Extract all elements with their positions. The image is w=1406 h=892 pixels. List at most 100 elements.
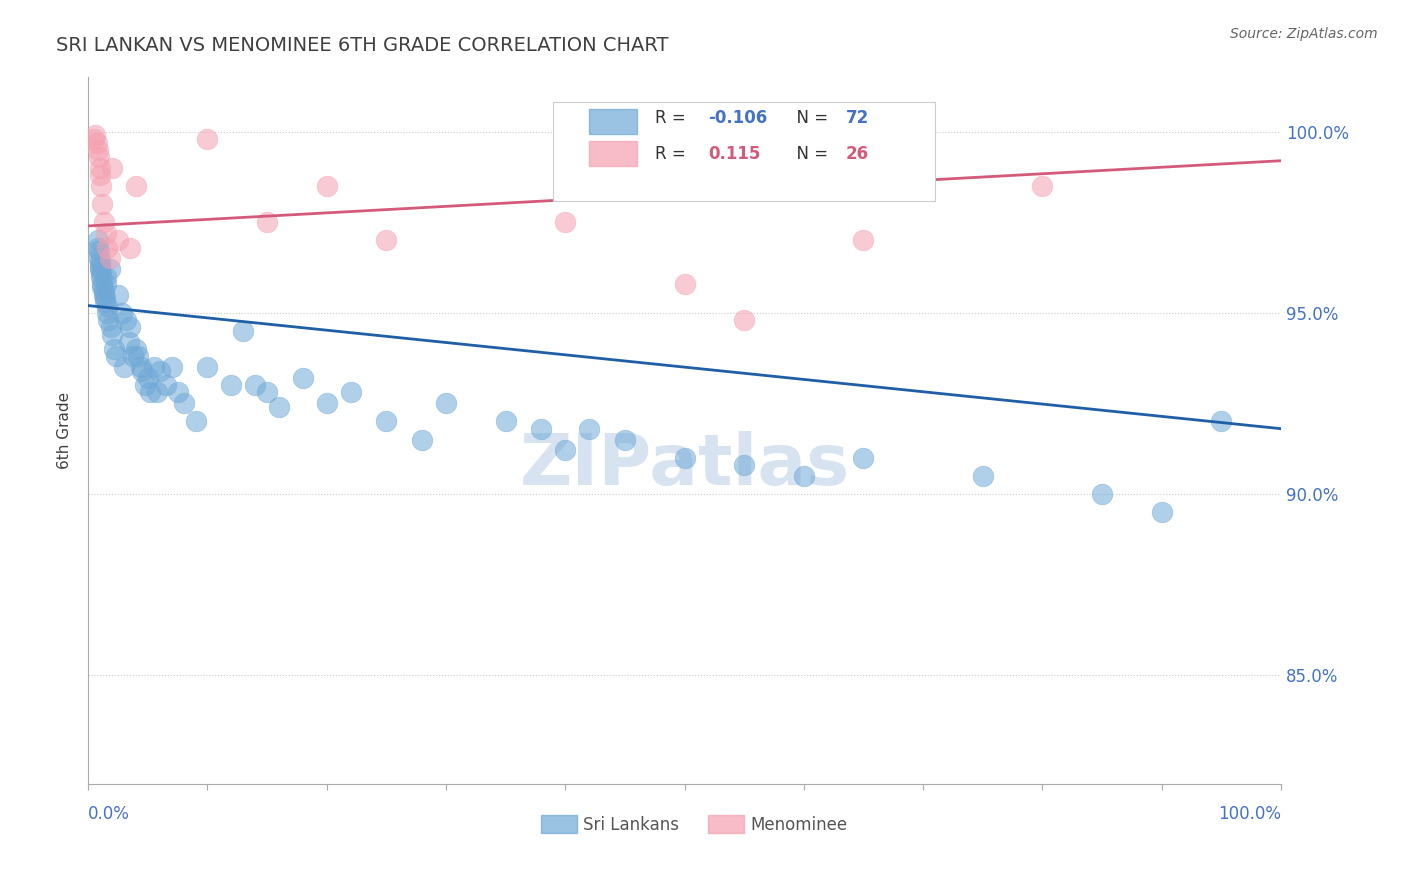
Text: 100.0%: 100.0%	[1218, 805, 1281, 823]
Point	[733, 458, 755, 472]
Point	[125, 179, 148, 194]
Point	[100, 320, 122, 334]
Point	[90, 179, 112, 194]
Point	[267, 400, 290, 414]
Point	[495, 414, 517, 428]
Point	[118, 320, 141, 334]
Point	[578, 422, 600, 436]
Point	[93, 287, 115, 301]
Text: N =: N =	[786, 110, 834, 128]
Point	[118, 334, 141, 349]
Point	[101, 161, 124, 175]
Point	[107, 233, 129, 247]
Point	[149, 364, 172, 378]
Text: Sri Lankans: Sri Lankans	[583, 815, 679, 833]
Point	[554, 215, 576, 229]
Point	[91, 197, 114, 211]
Point	[1211, 414, 1233, 428]
Text: -0.106: -0.106	[709, 110, 768, 128]
Point	[197, 132, 219, 146]
Point	[94, 226, 117, 240]
Point	[1150, 505, 1173, 519]
Point	[146, 385, 169, 400]
Point	[115, 313, 138, 327]
Text: 72: 72	[845, 110, 869, 128]
Text: Source: ZipAtlas.com: Source: ZipAtlas.com	[1230, 27, 1378, 41]
Point	[90, 269, 112, 284]
Point	[94, 295, 117, 310]
Point	[86, 143, 108, 157]
Point	[122, 349, 145, 363]
Point	[89, 262, 111, 277]
Point	[90, 266, 112, 280]
Point	[131, 364, 153, 378]
Point	[84, 128, 107, 143]
Point	[375, 233, 398, 247]
Y-axis label: 6th Grade: 6th Grade	[58, 392, 72, 469]
FancyBboxPatch shape	[709, 815, 744, 833]
Point	[112, 360, 135, 375]
Point	[129, 360, 152, 375]
Point	[232, 324, 254, 338]
Point	[89, 259, 111, 273]
Text: 0.115: 0.115	[709, 145, 761, 162]
FancyBboxPatch shape	[554, 103, 935, 201]
Text: 0.0%: 0.0%	[89, 805, 129, 823]
Point	[142, 360, 165, 375]
Point	[86, 241, 108, 255]
Point	[197, 360, 219, 375]
Point	[86, 233, 108, 247]
Point	[972, 468, 994, 483]
Point	[91, 280, 114, 294]
Point	[339, 385, 361, 400]
Point	[98, 262, 121, 277]
Point	[173, 396, 195, 410]
Point	[86, 136, 108, 150]
Point	[89, 168, 111, 182]
Point	[87, 252, 110, 266]
Point	[291, 371, 314, 385]
Point	[110, 306, 132, 320]
Point	[94, 291, 117, 305]
Point	[613, 433, 636, 447]
Point	[93, 215, 115, 229]
Point	[411, 433, 433, 447]
Text: 26: 26	[845, 145, 869, 162]
Point	[852, 233, 875, 247]
Point	[160, 360, 183, 375]
FancyBboxPatch shape	[589, 141, 637, 166]
Point	[83, 132, 105, 146]
Text: R =: R =	[655, 110, 690, 128]
Point	[315, 179, 337, 194]
Point	[134, 378, 156, 392]
Point	[184, 414, 207, 428]
Point	[94, 269, 117, 284]
Point	[118, 241, 141, 255]
Point	[96, 306, 118, 320]
Point	[97, 313, 120, 327]
Point	[94, 277, 117, 291]
Point	[104, 349, 127, 363]
Point	[673, 277, 696, 291]
Point	[96, 299, 118, 313]
Text: Menominee: Menominee	[751, 815, 848, 833]
Text: R =: R =	[655, 145, 690, 162]
Point	[96, 241, 118, 255]
FancyBboxPatch shape	[541, 815, 578, 833]
Point	[101, 327, 124, 342]
Point	[793, 468, 815, 483]
Point	[315, 396, 337, 410]
Point	[136, 371, 159, 385]
Point	[107, 287, 129, 301]
Point	[93, 284, 115, 298]
Point	[673, 450, 696, 465]
Point	[127, 349, 149, 363]
Point	[166, 385, 188, 400]
Point	[375, 414, 398, 428]
Point	[554, 443, 576, 458]
Point	[733, 313, 755, 327]
Text: N =: N =	[786, 145, 834, 162]
Point	[1031, 179, 1053, 194]
Point	[852, 450, 875, 465]
Point	[87, 244, 110, 259]
